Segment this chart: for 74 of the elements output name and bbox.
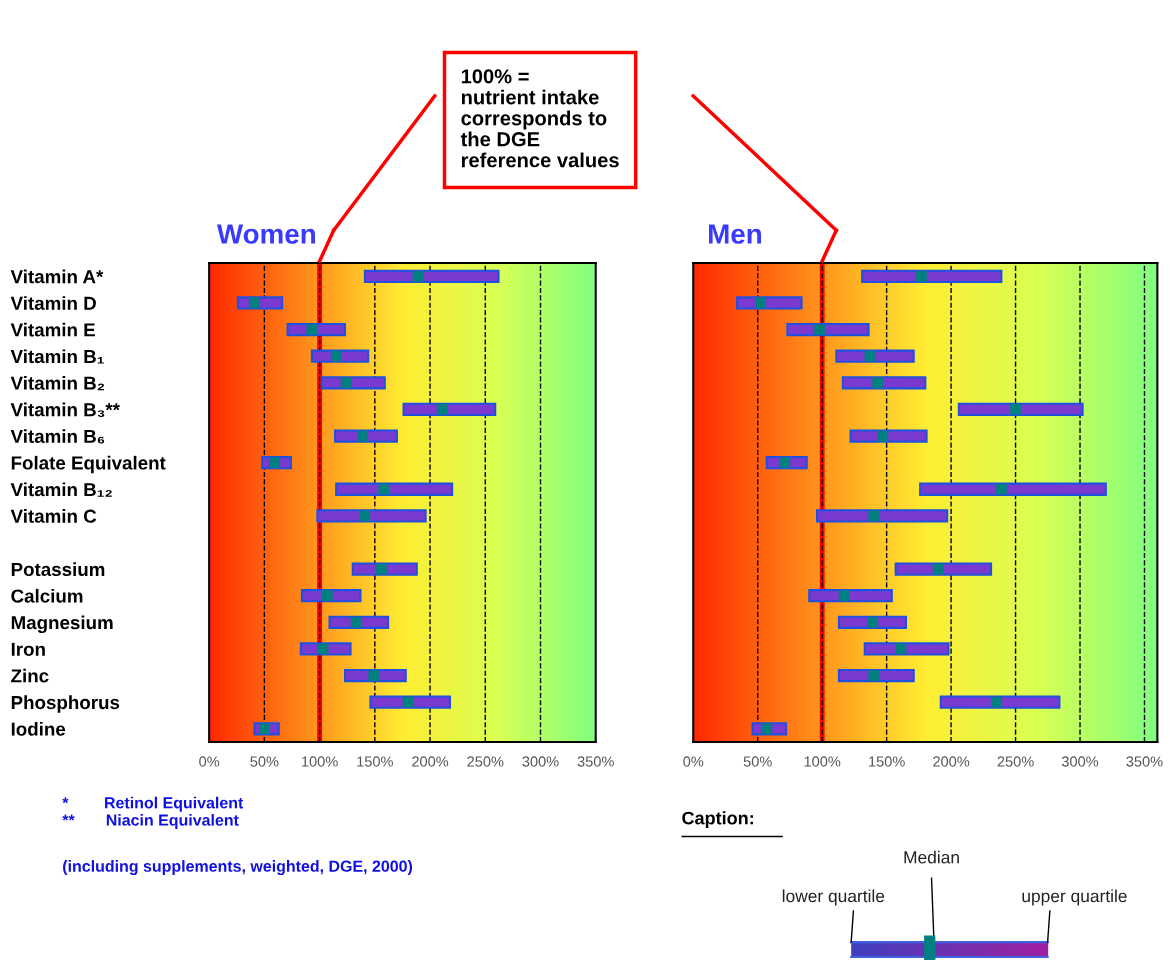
- y-tick-label: Potassium: [11, 562, 105, 577]
- x-tick-label: 350%: [1126, 756, 1163, 767]
- x-tick-label: 50%: [743, 756, 772, 767]
- x-tick-label: 0%: [199, 756, 220, 767]
- x-tick-label: 250%: [997, 756, 1034, 767]
- bar: [316, 509, 427, 523]
- point: [867, 616, 878, 628]
- x-tick-label: 300%: [1061, 756, 1099, 767]
- x-tick-label: 50%: [250, 756, 279, 767]
- x-tick-label: 150%: [869, 756, 905, 767]
- point: [864, 350, 876, 362]
- point: [330, 350, 342, 362]
- point: [378, 483, 390, 495]
- y-tick-label: Vitamin D: [10, 296, 96, 310]
- chart-title: Women: [216, 224, 315, 244]
- text: 100% = nutrient intake corresponds to the DGE reference values: [460, 69, 619, 168]
- text: (including supplements, weighted, DGE, 2000): [63, 860, 413, 876]
- x-tick-label: 150%: [357, 756, 393, 767]
- point: [996, 483, 1007, 495]
- text: * Retinol Equivalent: [62, 796, 244, 812]
- x-tick-label: 200%: [412, 756, 449, 767]
- point: [1010, 404, 1021, 415]
- y-tick-label: Folate Equivalent: [11, 455, 166, 474]
- y-tick-label: Magnesium: [11, 615, 113, 634]
- x-tick-label: 100%: [302, 756, 338, 767]
- y-tick-label: Vitamin B₂: [10, 376, 105, 391]
- text: Caption:: [682, 811, 753, 829]
- y-tick-label: Vitamin B₃**: [10, 402, 120, 417]
- text: ** Niacin Equivalent: [62, 814, 239, 829]
- y-tick-label: Zinc: [11, 668, 49, 683]
- point: [916, 270, 927, 282]
- point: [872, 377, 883, 389]
- point: [814, 324, 825, 335]
- bar: [402, 402, 497, 417]
- bar: [894, 562, 993, 576]
- x-tick-label: 250%: [467, 756, 504, 767]
- point: [412, 270, 424, 282]
- x-tick-label: 200%: [933, 756, 970, 767]
- point: [340, 377, 352, 389]
- text: Median: [904, 850, 959, 864]
- y-tick-label: Vitamin E: [10, 322, 95, 337]
- y-tick-label: Vitamin A*: [10, 269, 104, 284]
- point: [436, 404, 448, 415]
- bar: [957, 402, 1084, 417]
- y-tick-label: Vitamin B₆: [10, 429, 105, 444]
- bar: [815, 509, 949, 523]
- chart-title: Men: [709, 224, 762, 244]
- text: lower quartile: [782, 889, 885, 906]
- y-tick-label: Phosphorus: [11, 695, 120, 713]
- point: [932, 563, 944, 575]
- bar: [335, 482, 454, 496]
- x-tick-label: 0%: [683, 756, 704, 767]
- point: [868, 670, 880, 681]
- x-tick-label: 350%: [577, 756, 614, 767]
- y-tick-label: Iodine: [11, 721, 66, 736]
- y-tick-label: Calcium: [11, 588, 83, 603]
- y-tick-label: Vitamin B₁₂: [10, 482, 112, 497]
- x-tick-label: 300%: [522, 756, 559, 767]
- point: [868, 510, 880, 522]
- y-tick-label: Vitamin C: [10, 509, 97, 523]
- point: [306, 324, 318, 335]
- point: [402, 696, 414, 708]
- point: [321, 590, 333, 602]
- bar: [363, 269, 500, 283]
- bar: [939, 695, 1061, 709]
- y-tick-label: Vitamin B₁: [10, 349, 104, 364]
- point: [368, 670, 380, 681]
- point: [350, 616, 362, 628]
- x-tick-label: 100%: [804, 756, 841, 767]
- text: upper quartile: [1022, 889, 1127, 906]
- y-tick-label: Iron: [11, 642, 45, 656]
- point: [990, 696, 1002, 708]
- bar: [919, 482, 1107, 496]
- point: [838, 590, 850, 602]
